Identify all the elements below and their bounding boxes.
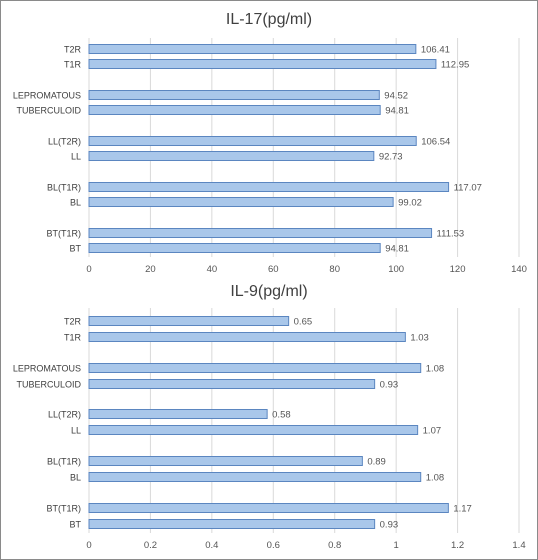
chart-2-data-label: 1.07 [423, 426, 442, 437]
chart-1-data-label: 99.02 [398, 198, 422, 209]
chart-2-category-label: BT(T1R) [47, 504, 82, 514]
chart-1-tick-label: 140 [511, 264, 527, 275]
chart-2-data-label: 1.03 [410, 333, 429, 344]
chart-2-bar [88, 363, 422, 373]
chart-2-category-label: BT [69, 520, 81, 530]
chart-1-category-label: LL(T2R) [48, 137, 81, 147]
chart-1-title: IL-17(pg/ml) [226, 11, 312, 28]
chart-1-data-label: 106.41 [421, 45, 450, 56]
chart-2-data-label: 0.58 [272, 410, 291, 421]
chart-1-category-label: LL [71, 152, 81, 162]
chart-2-category-label: LL [71, 426, 81, 436]
chart-2-category-label: LEPROMATOUS [13, 364, 81, 374]
chart-2-tick-label: 1.4 [512, 540, 525, 551]
chart-2-category-label: BL(T1R) [47, 457, 81, 467]
chart-1-tick-label: 0 [86, 264, 91, 275]
chart-1-bar [88, 243, 381, 253]
chart-1-data-label: 112.95 [441, 60, 469, 71]
chart-2-bar [88, 456, 363, 466]
chart-1-data-label: 92.73 [379, 152, 403, 163]
chart-1-bar [88, 105, 381, 115]
chart-2-bar [88, 472, 422, 482]
chart-1-tick-label: 120 [450, 264, 466, 275]
chart-1-category-label: BL(T1R) [47, 183, 81, 193]
chart-2-category-label: BL [70, 473, 81, 483]
chart-1-bar [88, 228, 433, 238]
chart-2-tick-label: 1 [393, 540, 398, 551]
chart-2-category-label: T1R [64, 333, 82, 343]
chart-2-category-label: TUBERCULOID [16, 380, 81, 390]
chart-2-tick-label: 0.4 [205, 540, 218, 551]
chart-1-tick-label: 40 [207, 264, 218, 275]
chart-2-bar [88, 379, 376, 389]
chart-1-bar [88, 44, 417, 54]
chart-2-data-label: 0.65 [294, 317, 313, 328]
chart-1-category-label: TUBERCULOID [16, 106, 81, 116]
chart-2-bar [88, 409, 268, 419]
chart-1-bar [88, 59, 437, 69]
chart-1-bar [88, 182, 450, 192]
chart-2-bar [88, 519, 376, 529]
chart-2-tick-label: 0 [86, 540, 91, 551]
chart-1-bar [88, 136, 417, 146]
chart-1-category-label: BT [69, 244, 81, 254]
chart-2-bar [88, 316, 290, 326]
chart-2-data-label: 1.17 [453, 504, 472, 515]
chart-2-data-label: 1.08 [426, 364, 445, 375]
chart-2-tick-label: 0.6 [267, 540, 280, 551]
chart-2-bar [88, 503, 449, 513]
chart-2-data-label: 0.93 [380, 520, 399, 531]
chart-2-data-label: 0.89 [367, 457, 386, 468]
chart-1-data-label: 117.07 [454, 183, 482, 194]
chart-1-bar [88, 151, 375, 161]
chart-1-tick-label: 100 [388, 264, 404, 275]
chart-2-category-label: LL(T2R) [48, 410, 81, 420]
chart-2-tick-label: 0.8 [328, 540, 341, 551]
chart-2-bar [88, 425, 419, 435]
chart-1-category-label: T2R [64, 45, 82, 55]
chart-1-data-label: 111.53 [437, 229, 465, 240]
chart-1-bar [88, 197, 394, 207]
chart-1-data-label: 94.52 [384, 91, 408, 102]
chart-1-data-label: 106.54 [421, 137, 450, 148]
chart-1-category-label: BT(T1R) [47, 229, 82, 239]
chart-1-bar [88, 90, 380, 100]
chart-2-data-label: 1.08 [426, 473, 445, 484]
chart-1-tick-label: 20 [145, 264, 156, 275]
chart-1-tick-label: 80 [329, 264, 340, 275]
chart-2-bar [88, 332, 406, 342]
chart-1-category-label: T1R [64, 60, 82, 70]
chart-1-data-label: 94.81 [385, 106, 409, 117]
chart-1-category-label: LEPROMATOUS [13, 91, 81, 101]
chart-1-tick-label: 60 [268, 264, 279, 275]
chart-2-tick-label: 0.2 [144, 540, 157, 551]
chart-1-data-label: 94.81 [385, 244, 409, 255]
chart-2-data-label: 0.93 [380, 380, 399, 391]
chart-1-category-label: BL [70, 198, 81, 208]
chart-2-tick-label: 1.2 [451, 540, 464, 551]
chart-2-category-label: T2R [64, 317, 82, 327]
chart-2-title: IL-9(pg/ml) [230, 283, 307, 300]
